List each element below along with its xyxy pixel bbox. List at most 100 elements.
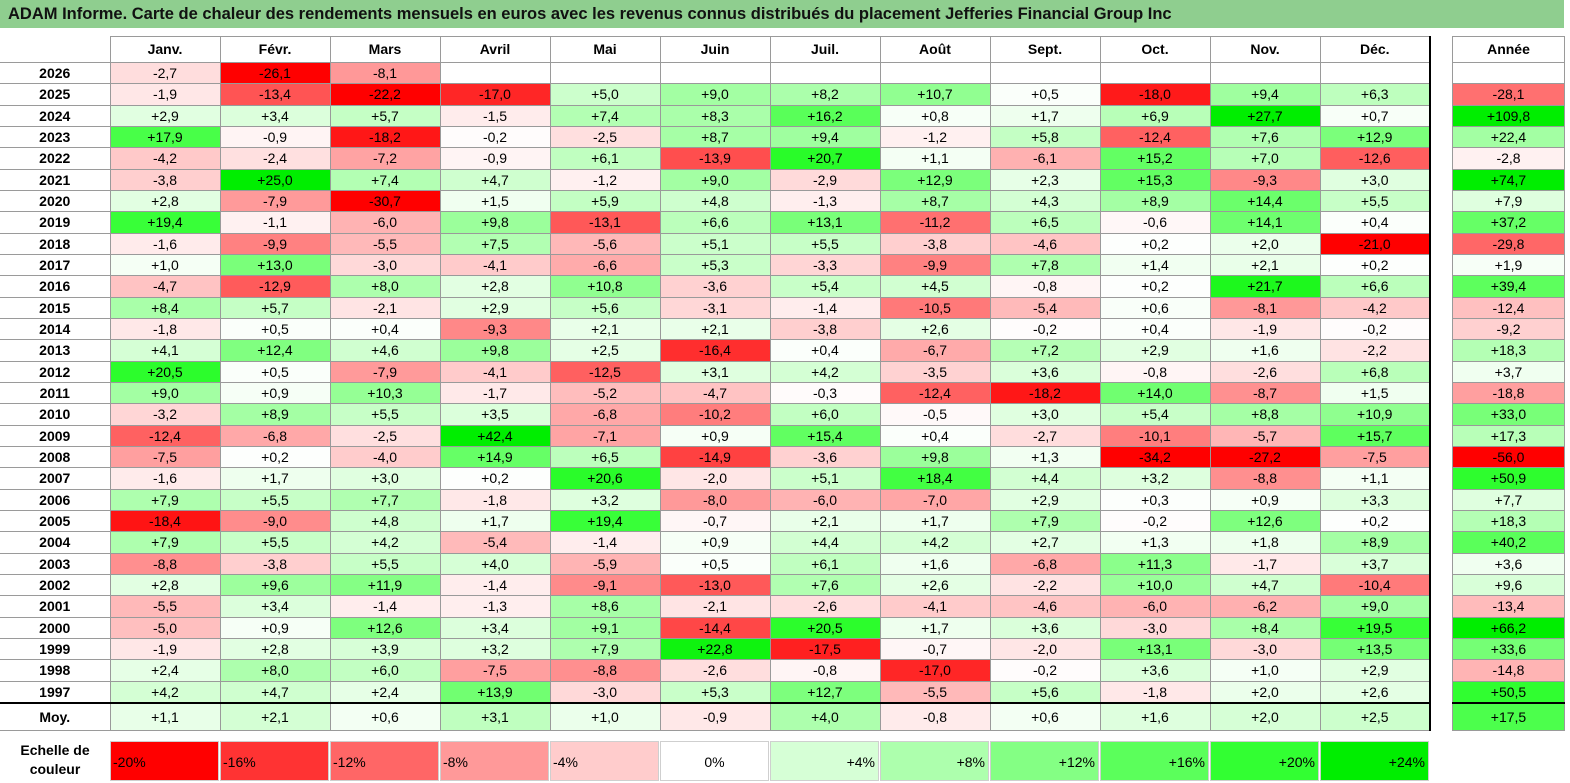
heat-cell: +2,5	[549, 339, 661, 362]
year-label: 2008	[0, 445, 111, 469]
heat-cell: -8,1	[1209, 296, 1321, 319]
heat-cell: +1,7	[439, 509, 551, 533]
heat-cell: -1,2	[549, 168, 661, 191]
annual-row: +33,6	[1452, 637, 1565, 661]
heat-cell: +7,9	[109, 488, 221, 511]
heat-cell: -4,6	[989, 232, 1101, 255]
heat-cell: -1,8	[1099, 680, 1211, 704]
annual-cell: +40,2	[1452, 531, 1565, 554]
table-row: 2024 +2,9 +3,4 +5,7 -1,5 +7,4 +8,3 +16,2 +0,8 +1,…	[0, 104, 1431, 127]
heat-cell: +5,5	[329, 403, 441, 426]
heat-cell: -1,2	[879, 125, 991, 149]
heat-cell: +5,1	[659, 232, 771, 255]
heat-cell: +8,4	[109, 296, 221, 319]
heat-cell	[1209, 61, 1321, 85]
heat-cell: +10,3	[329, 381, 441, 405]
year-label: 2015	[0, 296, 111, 319]
heat-cell: -21,0	[1319, 232, 1431, 255]
heat-cell: -10,5	[879, 296, 991, 319]
heat-cell: +15,3	[1099, 168, 1211, 191]
annual-row: -18,8	[1452, 381, 1565, 405]
year-label: 2001	[0, 595, 111, 618]
heat-cell	[989, 61, 1101, 85]
average-cell: +1,1	[109, 701, 221, 731]
heat-cell: +14,9	[439, 445, 551, 469]
heat-cell: +20,7	[769, 147, 881, 170]
color-scale-label: Echelle de couleur	[20, 742, 90, 777]
heat-cell: +3,4	[219, 104, 331, 127]
heat-cell: -1,3	[769, 189, 881, 213]
table-row: 2015 +8,4 +5,7 -2,1 +2,9 +5,6 -3,1 -1,4 -10,5 -5,…	[0, 296, 1431, 319]
heat-cell: -1,9	[109, 83, 221, 106]
year-label: 2021	[0, 168, 111, 191]
heat-cell: +0,3	[1099, 488, 1211, 511]
heat-cell: -2,6	[769, 595, 881, 618]
annual-cell: +22,4	[1452, 125, 1565, 149]
year-label: 2007	[0, 467, 111, 490]
heat-cell: -9,3	[1209, 168, 1321, 191]
heat-cell: +1,7	[879, 616, 991, 639]
heat-cell: +4,7	[439, 168, 551, 191]
year-label: 2010	[0, 403, 111, 426]
annual-row: -12,4	[1452, 296, 1565, 319]
heat-cell: -14,9	[659, 445, 771, 469]
heat-cell: +6,1	[549, 147, 661, 170]
month-header-6: Juin	[659, 36, 771, 63]
annual-row: -13,4	[1452, 595, 1565, 618]
table-row: 2004 +7,9 +5,5 +4,2 -5,4 -1,4 +0,9 +4,4 +4,2 +2,7…	[0, 531, 1431, 554]
heat-cell: -5,5	[109, 595, 221, 618]
average-cell: +3,1	[439, 701, 551, 731]
heat-cell: -1,7	[439, 381, 551, 405]
heat-cell: +9,4	[769, 125, 881, 149]
heat-cell: +1,0	[1209, 659, 1321, 682]
heat-cell: -6,2	[1209, 595, 1321, 618]
heat-cell: +9,0	[109, 381, 221, 405]
heat-cell: +4,4	[769, 531, 881, 554]
heat-cell: +1,6	[1209, 339, 1321, 362]
average-cell: +1,6	[1099, 701, 1211, 731]
annual-cell: +7,7	[1452, 488, 1565, 511]
annual-row: +3,6	[1452, 552, 1565, 575]
heat-cell: -0,7	[659, 509, 771, 533]
heat-cell: +0,4	[769, 339, 881, 362]
heat-cell: -7,5	[439, 659, 551, 682]
heat-cell: +12,4	[219, 339, 331, 362]
heat-cell: -5,2	[549, 381, 661, 405]
heat-cell	[1099, 61, 1211, 85]
annual-row: +50,5	[1452, 680, 1565, 704]
heat-cell: +0,5	[219, 360, 331, 383]
annual-row: +18,3	[1452, 339, 1565, 362]
heat-cell: +2,8	[439, 275, 551, 298]
heat-cell: +2,6	[879, 317, 991, 341]
heat-cell: +13,1	[769, 211, 881, 234]
heat-cell	[549, 61, 661, 85]
heat-cell: -5,9	[549, 552, 661, 575]
heat-cell: -4,1	[439, 253, 551, 277]
heat-cell	[1319, 61, 1431, 85]
annual-row: +37,2	[1452, 211, 1565, 234]
heat-cell: -1,4	[769, 296, 881, 319]
year-label: 2011	[0, 381, 111, 405]
heat-cell: +0,9	[219, 616, 331, 639]
average-annual-cell: +17,5	[1452, 701, 1565, 731]
heat-cell: +7,7	[329, 488, 441, 511]
annual-cell: +3,7	[1452, 360, 1565, 383]
heat-cell: -2,0	[989, 637, 1101, 661]
heat-cell: -14,4	[659, 616, 771, 639]
month-header-12: Déc.	[1319, 36, 1431, 63]
average-cell: +2,5	[1319, 701, 1431, 731]
heat-cell: -7,5	[1319, 445, 1431, 469]
heat-cell: -6,7	[879, 339, 991, 362]
heat-cell	[659, 61, 771, 85]
heat-cell: +2,7	[989, 531, 1101, 554]
heat-cell: -8,1	[329, 61, 441, 85]
heat-cell: +0,4	[1319, 211, 1431, 234]
heat-cell: +6,0	[329, 659, 441, 682]
heat-cell: +2,6	[1319, 680, 1431, 704]
heat-cell: -17,0	[879, 659, 991, 682]
heat-cell: -12,4	[109, 424, 221, 447]
heat-cell: +2,0	[1209, 232, 1321, 255]
heat-cell: +20,5	[109, 360, 221, 383]
annual-cell: +33,0	[1452, 403, 1565, 426]
heat-cell: +0,8	[879, 104, 991, 127]
